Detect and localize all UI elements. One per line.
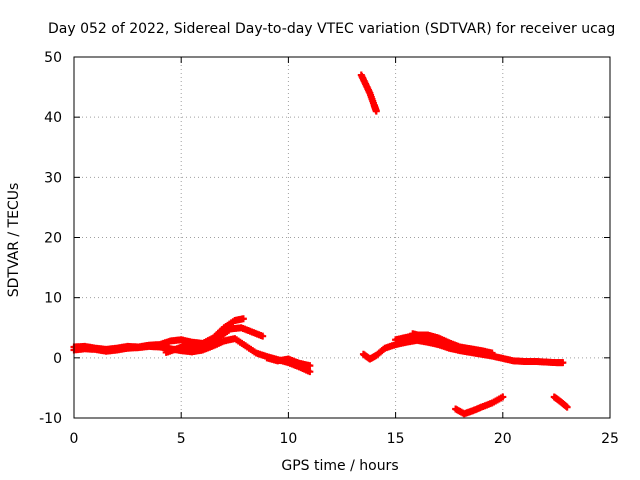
x-tick-label: 15	[387, 431, 405, 447]
data-points	[70, 71, 571, 418]
series-track-10	[550, 393, 571, 411]
x-tick-label: 0	[70, 431, 79, 447]
x-tick-label: 20	[494, 431, 512, 447]
y-tick-label: 40	[44, 110, 62, 126]
y-tick-label: -10	[39, 411, 62, 427]
data-point	[306, 362, 314, 370]
series-track-2	[70, 315, 247, 353]
y-tick-label: 30	[44, 170, 62, 186]
y-tick-label: 10	[44, 291, 62, 307]
series-track-3	[162, 324, 267, 356]
y-tick-label: 20	[44, 231, 62, 247]
data-point	[372, 107, 380, 115]
gridlines	[74, 57, 610, 418]
series-track-8	[409, 330, 460, 350]
data-point	[488, 349, 496, 357]
data-point	[559, 359, 567, 367]
data-point	[239, 315, 247, 323]
data-point	[306, 368, 314, 376]
data-point	[452, 342, 460, 350]
axis-ticks: 0 5 10 15 20 25 -10 0 10 20 30 40 50	[39, 50, 619, 447]
y-axis-label: SDTVAR / TECUs	[6, 183, 22, 298]
y-tick-label: 50	[44, 50, 62, 66]
data-point	[499, 393, 507, 401]
x-tick-label: 5	[177, 431, 186, 447]
data-point	[563, 403, 571, 411]
series-track-5	[357, 71, 380, 115]
series-track-4	[263, 354, 314, 370]
series-track-6	[359, 336, 567, 367]
y-tick-label: 0	[53, 351, 62, 367]
series-track-9	[452, 393, 507, 418]
x-tick-label: 10	[279, 431, 297, 447]
data-point	[259, 332, 267, 340]
chart-title: Day 052 of 2022, Sidereal Day-to-day VTE…	[48, 21, 615, 37]
x-axis-label: GPS time / hours	[281, 458, 398, 474]
x-tick-label: 25	[601, 431, 619, 447]
